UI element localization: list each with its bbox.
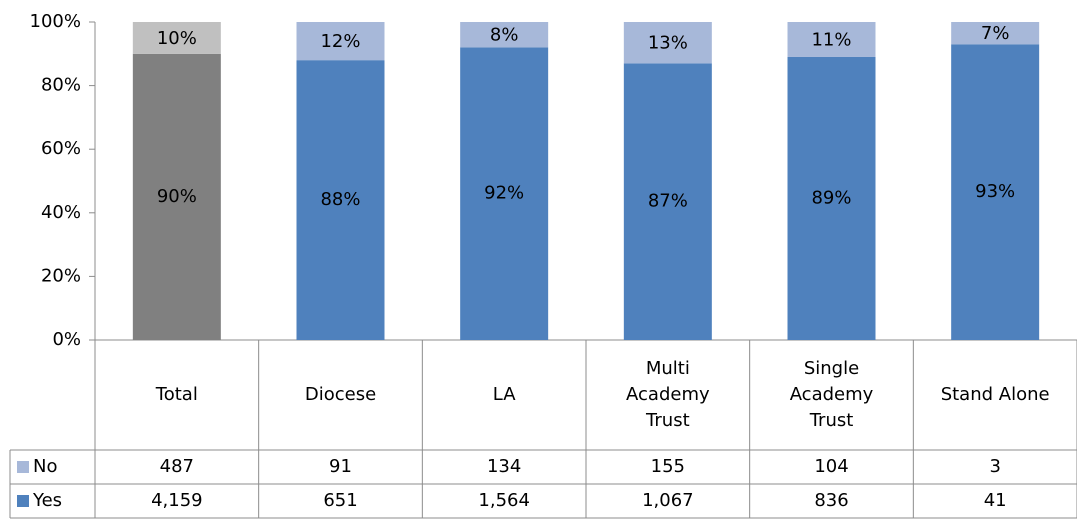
y-tick-label: 40% xyxy=(41,202,81,223)
table-value: 1,067 xyxy=(642,490,694,511)
bar-segment xyxy=(460,22,549,48)
category-label: Diocese xyxy=(304,384,377,405)
y-tick-label: 100% xyxy=(30,11,81,32)
data-label: 13% xyxy=(648,33,688,54)
legend-key xyxy=(17,461,29,473)
category-label: Single Academy Trust xyxy=(789,358,874,431)
table-value: 487 xyxy=(160,456,194,477)
bar-segment xyxy=(623,63,712,341)
bar-segment xyxy=(132,22,221,54)
y-tick-label: 80% xyxy=(41,75,81,96)
category-label: Multi Academy Trust xyxy=(626,358,710,431)
data-label: 12% xyxy=(320,31,360,52)
table-value: 1,564 xyxy=(478,490,530,511)
table-value: 134 xyxy=(487,456,521,477)
table-value: 91 xyxy=(329,456,352,477)
category-label: Stand Alone xyxy=(940,384,1050,405)
data-label: 93% xyxy=(975,181,1015,202)
bar-segment xyxy=(132,53,221,341)
category-label: Total xyxy=(155,384,198,405)
legend-label: Yes xyxy=(32,490,62,511)
data-label: 11% xyxy=(811,29,851,50)
table-value: 651 xyxy=(323,490,357,511)
data-label: 10% xyxy=(157,28,197,49)
data-label: 7% xyxy=(981,23,1010,44)
bar-segment xyxy=(951,44,1040,340)
y-tick-label: 20% xyxy=(41,265,81,286)
bar-segment xyxy=(951,22,1040,45)
bar-segment xyxy=(296,60,385,340)
table-value: 4,159 xyxy=(151,490,203,511)
data-label: 90% xyxy=(157,186,197,207)
data-label: 8% xyxy=(490,25,519,46)
table-value: 155 xyxy=(651,456,685,477)
y-tick-label: 60% xyxy=(41,138,81,159)
data-label: 89% xyxy=(811,187,851,208)
y-tick-label: 0% xyxy=(52,329,81,350)
table-value: 3 xyxy=(989,456,1000,477)
legend-key xyxy=(17,495,29,507)
table-value: 836 xyxy=(814,490,848,511)
table-value: 41 xyxy=(984,490,1007,511)
legend-label: No xyxy=(33,456,57,477)
bar-segment xyxy=(460,47,549,340)
table-value: 104 xyxy=(814,456,848,477)
bar-segment xyxy=(296,22,385,61)
category-label: LA xyxy=(492,384,516,405)
data-label: 88% xyxy=(320,189,360,210)
bar-segment xyxy=(787,22,876,57)
data-label: 87% xyxy=(648,191,688,212)
bar-segment xyxy=(623,22,712,64)
bar-segment xyxy=(787,56,876,340)
data-label: 92% xyxy=(484,183,524,204)
